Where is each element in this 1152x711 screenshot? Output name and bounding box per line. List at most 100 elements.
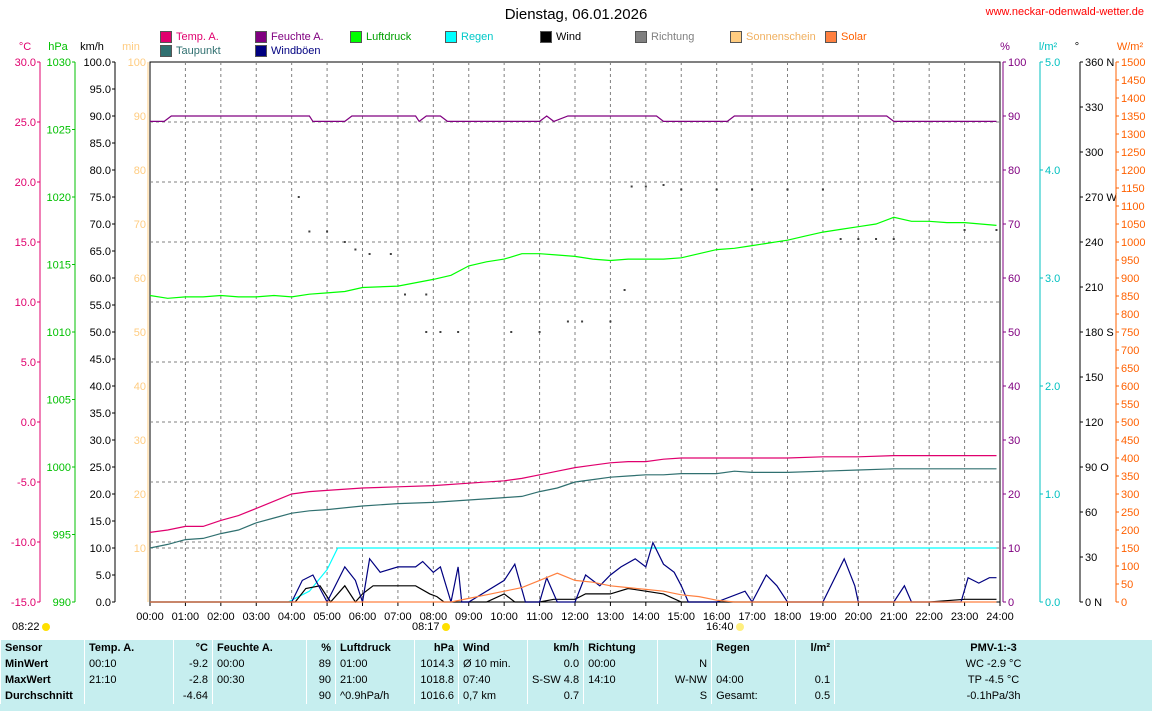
summary-cell: PMV-1:-3: [834, 640, 1152, 656]
summary-cell: Feuchte A.: [212, 640, 307, 656]
wind-axis-tick-label: 20.0: [90, 489, 111, 501]
pressure-axis-tick-label: 1030: [47, 57, 71, 69]
series-luftdruck-line: [149, 216, 997, 299]
legend-swatch: [635, 31, 647, 43]
summary-cell: S-SW 4.8: [526, 672, 584, 688]
series-richtung-point: [510, 331, 513, 333]
sun-axis-tick-label: 50: [134, 327, 146, 339]
x-tick-label: 04:00: [278, 611, 306, 623]
summary-cell: -9.2: [173, 656, 213, 672]
summary-cell: 07:40: [458, 672, 528, 688]
summary-cell: [84, 688, 174, 704]
summary-cell: Richtung: [583, 640, 658, 656]
x-tick-label: 18:00: [774, 611, 802, 623]
humidity-axis-tick-label: 50: [1008, 327, 1020, 339]
humidity-axis-tick-label: 70: [1008, 219, 1020, 231]
solar-axis-tick-label: 250: [1121, 507, 1139, 519]
solar-axis-tick-label: 900: [1121, 273, 1139, 285]
solar-axis-tick-label: 1050: [1121, 219, 1145, 231]
x-tick-label: 19:00: [809, 611, 837, 623]
x-tick-label: 11:00: [526, 611, 553, 623]
x-tick-label: 17:00: [738, 611, 766, 623]
sun-icon: [41, 623, 50, 631]
x-tick-label: 10:00: [490, 611, 518, 623]
humidity-axis-tick-label: 90: [1008, 111, 1020, 123]
wind-axis-tick-label: 65.0: [90, 246, 111, 258]
site-link[interactable]: www.neckar-odenwald-wetter.de: [985, 6, 1144, 18]
legend-swatch: [540, 31, 552, 43]
wind-axis-tick-label: 80.0: [90, 165, 111, 177]
series-richtung-point: [425, 331, 428, 333]
summary-cell: WC -2.9 °C: [834, 656, 1152, 672]
summary-cell: Durchschnitt: [0, 688, 85, 704]
x-tick-label: 20:00: [845, 611, 873, 623]
legend-swatch: [160, 45, 172, 57]
wind-axis-tick-label: 40.0: [90, 381, 111, 393]
legend-swatch: [730, 31, 742, 43]
summary-cell: -0.1hPa/3h: [834, 688, 1152, 704]
temp-axis-tick-label: -15.0: [11, 597, 36, 609]
temp-axis-tick-label: 15.0: [15, 237, 36, 249]
x-tick-label: 12:00: [561, 611, 589, 623]
summary-cell: ^0.9hPa/h: [335, 688, 415, 704]
sun-axis-tick-label: 70: [134, 219, 146, 231]
series-richtung-point: [609, 320, 612, 323]
rain-axis-unit: l/m²: [1039, 41, 1058, 53]
series-temp-a--line: [149, 455, 997, 533]
legend-label: Wind: [556, 31, 582, 43]
summary-cell: Sensor: [0, 640, 85, 656]
x-tick-label: 16:00: [703, 611, 731, 623]
summary-row: MinWert 00:10 -9.2 00:00 89 01:00 1014.3…: [0, 656, 1152, 672]
series-richtung-point: [623, 289, 626, 291]
x-tick-label: 21:00: [880, 611, 908, 623]
wind-axis-tick-label: 10.0: [90, 543, 111, 555]
x-tick-label: 08:00: [420, 611, 448, 623]
solar-axis-tick-label: 0: [1121, 597, 1127, 609]
summary-cell: MinWert: [0, 656, 85, 672]
summary-header-row: Sensor Temp. A. °C Feuchte A. % Luftdruc…: [0, 640, 1152, 656]
pressure-axis-tick-label: 1005: [47, 395, 71, 407]
sunrise-left-marker: 08:22: [12, 621, 50, 633]
wind-axis-tick-label: 70.0: [90, 219, 111, 231]
chart-title: Dienstag, 06.01.2026: [504, 6, 648, 23]
summary-cell: MaxWert: [0, 672, 85, 688]
summary-cell: l/m²: [795, 640, 835, 656]
humidity-axis-tick-label: 30: [1008, 435, 1020, 447]
summary-cell: 0,7 km: [458, 688, 528, 704]
solar-axis-tick-label: 1400: [1121, 93, 1145, 105]
summary-cell: 0.0: [526, 656, 584, 672]
legend-item: Windböen: [255, 45, 321, 57]
summary-cell: S: [657, 688, 712, 704]
sun-axis-unit: min: [122, 41, 140, 53]
sunset-label: 16:40: [706, 621, 734, 633]
rain-axis-tick-label: 1.0: [1045, 489, 1060, 501]
direction-axis-tick-label: 330: [1085, 102, 1103, 114]
wind-axis-tick-label: 55.0: [90, 300, 111, 312]
solar-axis-tick-label: 300: [1121, 489, 1139, 501]
summary-cell: 1014.3: [414, 656, 459, 672]
summary-cell: Temp. A.: [84, 640, 174, 656]
series-richtung-point: [308, 230, 311, 233]
direction-axis-tick-label: 300: [1085, 147, 1103, 159]
summary-cell: 21:10: [84, 672, 174, 688]
solar-axis-tick-label: 1300: [1121, 129, 1145, 141]
x-tick-label: 01:00: [172, 611, 200, 623]
summary-cell: [657, 640, 712, 656]
series-richtung-point: [875, 238, 878, 240]
sunset-marker: 16:40: [706, 621, 744, 633]
temp-axis-tick-label: -5.0: [17, 477, 36, 489]
summary-cell: 00:10: [84, 656, 174, 672]
wind-axis-tick-label: 85.0: [90, 138, 111, 150]
direction-axis-tick-label: 150: [1085, 372, 1103, 384]
legend-label: Richtung: [651, 31, 695, 43]
pressure-axis-tick-label: 990: [53, 597, 71, 609]
series-richtung-point: [751, 188, 754, 191]
temp-axis-tick-label: -10.0: [11, 537, 36, 549]
direction-axis-tick-label: 360 N: [1085, 57, 1114, 69]
rain-axis-tick-label: 5.0: [1045, 57, 1060, 69]
summary-cell: 89: [306, 656, 336, 672]
x-tick-label: 24:00: [986, 611, 1014, 623]
series-feuchte-a--line: [150, 115, 997, 123]
summary-cell: hPa: [414, 640, 459, 656]
wind-axis-tick-label: 60.0: [90, 273, 111, 285]
